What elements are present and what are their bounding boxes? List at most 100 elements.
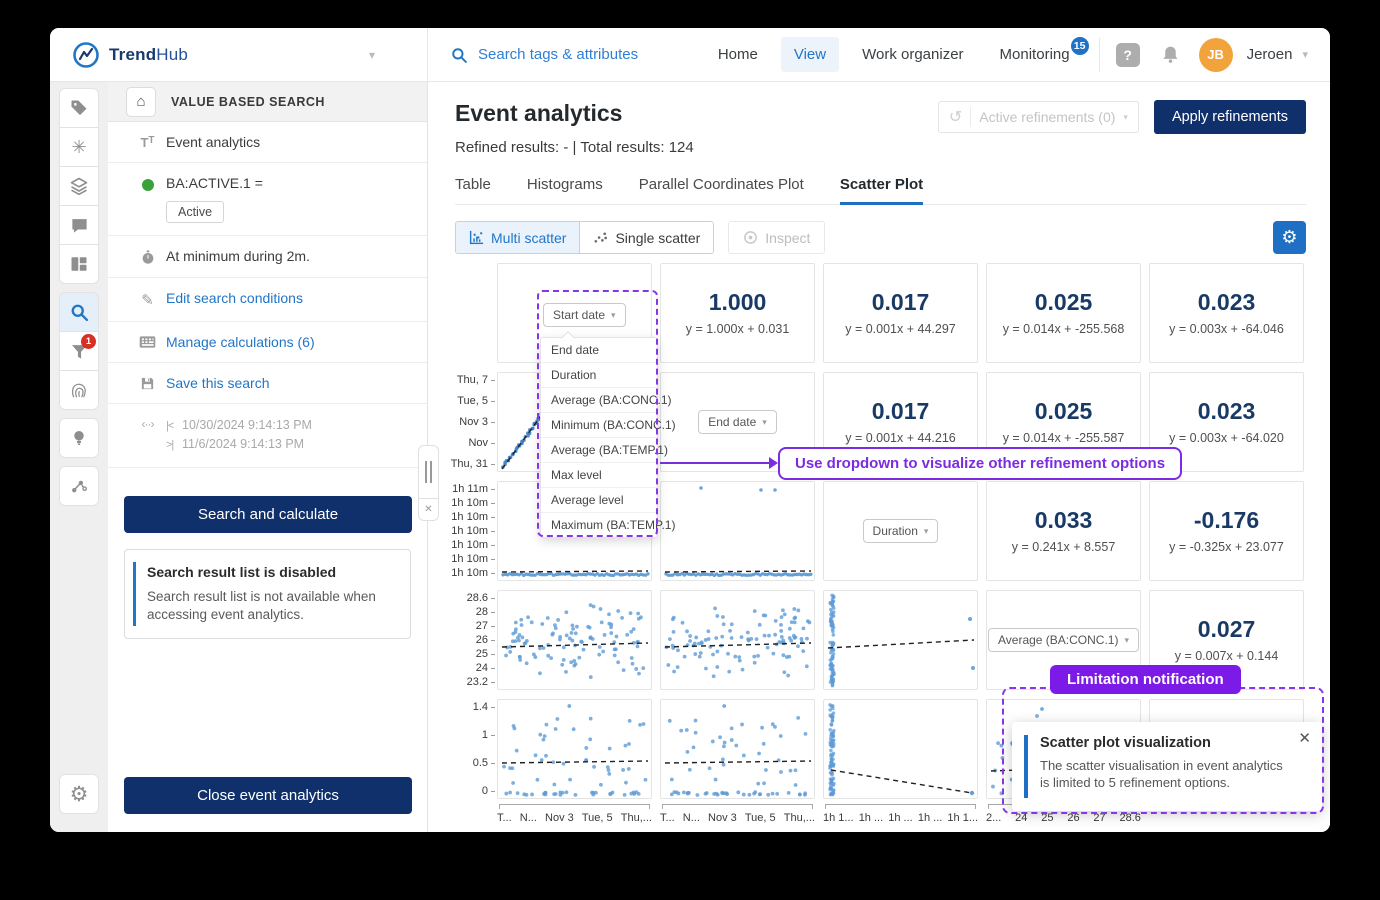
dropdown-menu-item[interactable]: Average (BA:CONC.1): [541, 388, 672, 413]
nav-item-home[interactable]: Home: [717, 46, 758, 63]
y-axis-label: 1h 11m: [452, 484, 495, 495]
single-scatter-button[interactable]: Single scatter: [579, 222, 714, 253]
tab-histograms[interactable]: Histograms: [526, 176, 603, 193]
annotation-arrow: [660, 457, 778, 469]
x-axis-label: T...: [497, 812, 512, 824]
search-icon: [450, 46, 468, 64]
jump-to-end-icon: >|: [166, 439, 174, 452]
dropdown-menu-item[interactable]: Minimum (BA:CONC.1): [541, 413, 676, 438]
manage-calculations-link[interactable]: Manage calculations (6): [108, 322, 427, 363]
avatar[interactable]: JB: [1198, 37, 1233, 72]
matrix-cell-r1c5: 0.023 y = 0.003x + -64.046: [1149, 263, 1304, 363]
duration-condition: At minimum during 2m.: [166, 248, 310, 264]
dropdown-menu-item[interactable]: Average level: [541, 488, 657, 513]
refinement-dropdown-average-ba-conc-1-[interactable]: Average (BA:CONC.1) ▾: [987, 628, 1140, 652]
main-content: Event analytics Refined results: - | Tot…: [428, 82, 1330, 832]
tab-table[interactable]: Table: [455, 176, 491, 193]
matrix-cell-r3c4: 0.033 y = 0.241x + 8.557: [986, 481, 1141, 581]
x-axis-label: Tue, 5: [744, 812, 776, 824]
comment-icon: [70, 216, 89, 235]
condition-label: BA:ACTIVE.1 =: [166, 175, 263, 191]
page-title: Event analytics: [455, 100, 623, 126]
limitation-toast: Scatter plot visualization The scatter v…: [1012, 722, 1322, 811]
nav-item-monitoring[interactable]: Monitoring 15: [987, 37, 1089, 72]
brand-block[interactable]: TrendHub ▾: [50, 28, 428, 81]
rail-settings-button[interactable]: ⚙: [59, 774, 99, 814]
rail-bulb-button[interactable]: [59, 418, 99, 458]
chevron-down-icon: ▾: [611, 309, 616, 320]
x-axis-label: Tue, 5: [581, 812, 613, 824]
rail-comment-button[interactable]: [59, 205, 99, 245]
y-axis-row5: 1.4 1 0.5 0: [455, 699, 495, 799]
inspect-button[interactable]: Inspect: [728, 221, 826, 254]
regression-equation: y = 0.014x + -255.568: [1002, 321, 1125, 336]
multi-scatter-button[interactable]: Multi scatter: [456, 222, 580, 253]
rail-formula-button[interactable]: ✳: [59, 127, 99, 167]
time-range-row[interactable]: ‹··› |< 10/30/2024 9:14:13 PM >| 11/6/2024…: [108, 404, 427, 468]
y-axis-row3: 1h 11m 1h 10m 1h 10m 1h 10m 1h 10m 1h 10m 1h 1…: [451, 481, 495, 581]
dropdown-menu-item[interactable]: Max level: [541, 463, 657, 488]
refinement-dropdown-duration[interactable]: Duration ▾: [862, 519, 939, 543]
nav-item-work-organizer[interactable]: Work organizer: [862, 46, 964, 63]
matrix-cell-r5c2: [660, 699, 815, 799]
notifications-bell-icon[interactable]: [1160, 44, 1181, 65]
rail-tag-button[interactable]: [59, 88, 99, 128]
y-axis-label: Thu, 7: [457, 375, 495, 386]
save-search-link[interactable]: Save this search: [108, 363, 427, 404]
apply-refinements-button[interactable]: Apply refinements: [1153, 100, 1306, 134]
rail-fingerprint-button[interactable]: [59, 370, 99, 410]
collapse-panel-icon[interactable]: ✕: [418, 499, 439, 521]
rail-dashboard-button[interactable]: [59, 244, 99, 284]
active-refinements-label: Active refinements (0): [979, 109, 1116, 125]
nav-item-view[interactable]: View: [780, 37, 840, 72]
brand-caret-icon[interactable]: ▾: [368, 47, 375, 62]
refinements-caret-icon: ▾: [1123, 111, 1128, 122]
rail-connections-button[interactable]: [59, 466, 99, 506]
y-axis-row2: Thu, 7 Tue, 5 Nov 3 Nov Thu, 31: [451, 372, 495, 472]
trendhub-logo-icon: [72, 41, 100, 69]
refinement-dropdown-end-date[interactable]: End date ▾: [698, 410, 777, 434]
home-icon[interactable]: ⌂: [126, 86, 156, 117]
search-and-calculate-button[interactable]: Search and calculate: [124, 495, 412, 533]
dropdown-menu-item[interactable]: Duration: [541, 363, 657, 388]
correlation-value: 0.025: [1034, 288, 1093, 315]
scatter-settings-gear-icon[interactable]: ⚙: [1273, 221, 1306, 254]
x-axis-label: Nov 3: [708, 812, 737, 824]
y-axis-label: 28.6: [467, 593, 495, 604]
limitation-notification-label: Limitation notification: [1050, 665, 1241, 694]
y-axis-label: Thu, 31: [451, 459, 495, 470]
drag-grip[interactable]: [418, 445, 439, 499]
duration-condition-row[interactable]: At minimum during 2m.: [108, 236, 427, 278]
condition-row[interactable]: BA:ACTIVE.1 = Active: [108, 163, 427, 236]
time-range-icon: ‹··›: [141, 417, 155, 431]
help-icon[interactable]: ?: [1115, 42, 1140, 67]
tab-parallel-coordinates-plot[interactable]: Parallel Coordinates Plot: [638, 176, 804, 193]
y-axis-label: 1h 10m: [451, 554, 495, 565]
active-refinements-dropdown[interactable]: ↺ Active refinements (0) ▾: [937, 101, 1139, 133]
refinement-dropdown-start-date[interactable]: Start date ▾: [543, 303, 626, 327]
global-search-input[interactable]: Search tags & attributes: [428, 46, 638, 64]
close-icon[interactable]: ✕: [1298, 730, 1311, 747]
rail-filter-button[interactable]: 1: [59, 331, 99, 371]
rail-layers-button[interactable]: [59, 166, 99, 206]
dropdown-menu-item[interactable]: Maximum (BA:TEMP.1): [551, 518, 676, 532]
settings-gear-icon: ⚙: [69, 782, 89, 806]
condition-value-chip[interactable]: Active: [166, 201, 225, 223]
app-window: TrendHub ▾ Search tags & attributes Home…: [50, 28, 1330, 832]
user-menu-caret-icon[interactable]: ▾: [1302, 49, 1308, 61]
y-axis-label: 0: [482, 786, 495, 797]
correlation-value: 0.017: [871, 288, 930, 315]
multi-scatter-icon: [469, 230, 484, 245]
close-event-analytics-button[interactable]: Close event analytics: [124, 777, 412, 814]
annotation-callout: Use dropdown to visualize other refineme…: [778, 447, 1183, 480]
rail-search-button[interactable]: [59, 292, 99, 332]
edit-search-conditions-link[interactable]: ✎ Edit search conditions: [108, 278, 427, 322]
search-result-disabled-notice: Search result list is disabled Search re…: [124, 548, 411, 640]
x-axis-label: 1h ...: [917, 812, 943, 824]
tab-scatter-plot[interactable]: Scatter Plot: [839, 176, 924, 205]
x-axis-label: 1h 1...: [823, 812, 854, 824]
dropdown-menu-item[interactable]: End date: [541, 338, 657, 363]
y-axis-label: 24: [476, 663, 495, 674]
dropdown-menu-item[interactable]: Average (BA:TEMP.1): [541, 438, 668, 463]
